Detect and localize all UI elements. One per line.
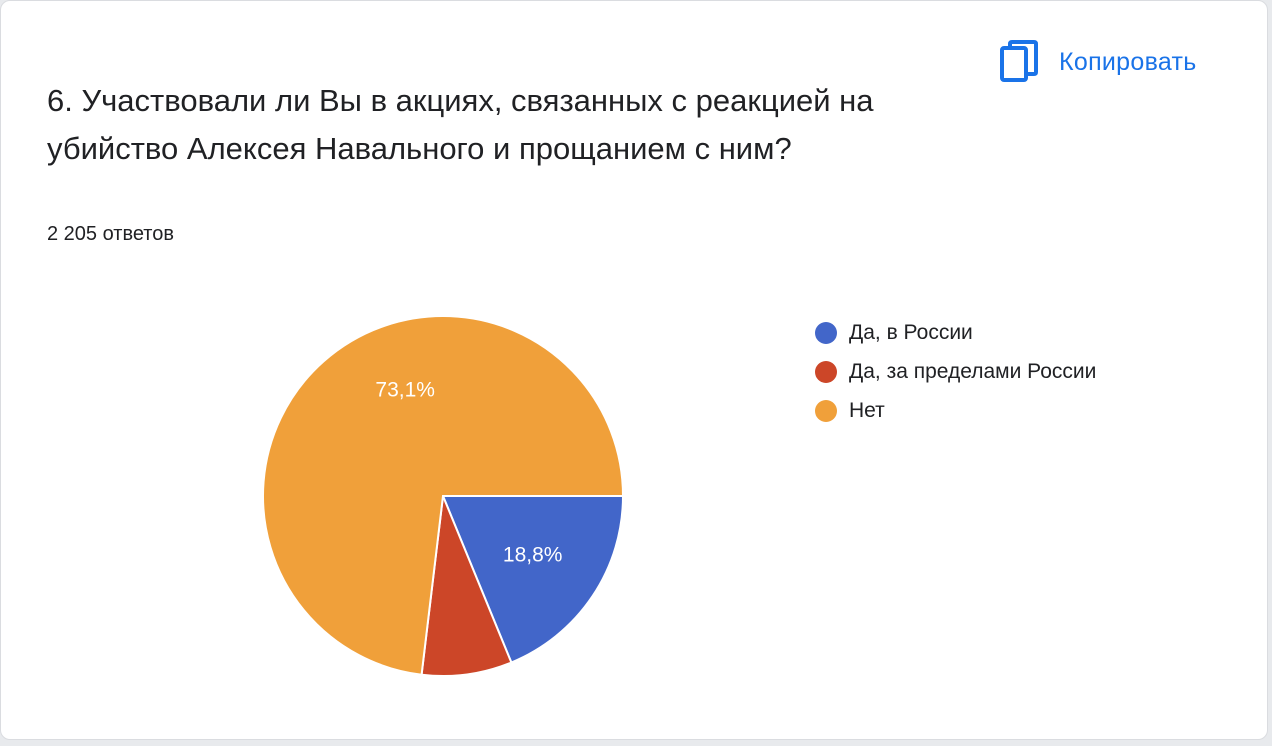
legend-label: Да, в России bbox=[849, 320, 973, 344]
legend-swatch bbox=[815, 321, 837, 344]
pie-slice-1 bbox=[420, 492, 513, 677]
legend-item-1: Да, за пределами России bbox=[815, 352, 1096, 391]
question-title: 6. Участвовали ли Вы в акциях, связанных… bbox=[47, 83, 874, 166]
responses-count: 2 205 ответов bbox=[47, 223, 174, 245]
copy-label: Копировать bbox=[1059, 47, 1197, 76]
pie-slice-2 bbox=[262, 315, 625, 676]
legend-swatch bbox=[815, 399, 837, 422]
pie-slice-0 bbox=[441, 495, 625, 664]
legend-swatch bbox=[815, 360, 837, 383]
pie-label-0: 18,8% bbox=[503, 544, 563, 567]
legend-item-2: Нет bbox=[815, 391, 1096, 430]
copy-icon bbox=[1000, 40, 1038, 82]
legend-label: Нет bbox=[849, 398, 885, 422]
chart-legend: Да, в России Да, за пределами России Нет bbox=[815, 313, 1096, 430]
pie-label-2: 73,1% bbox=[375, 379, 435, 402]
legend-label: Да, за пределами России bbox=[849, 359, 1097, 383]
copy-button[interactable]: Копировать bbox=[991, 37, 1205, 87]
legend-item-0: Да, в России bbox=[815, 313, 1096, 352]
